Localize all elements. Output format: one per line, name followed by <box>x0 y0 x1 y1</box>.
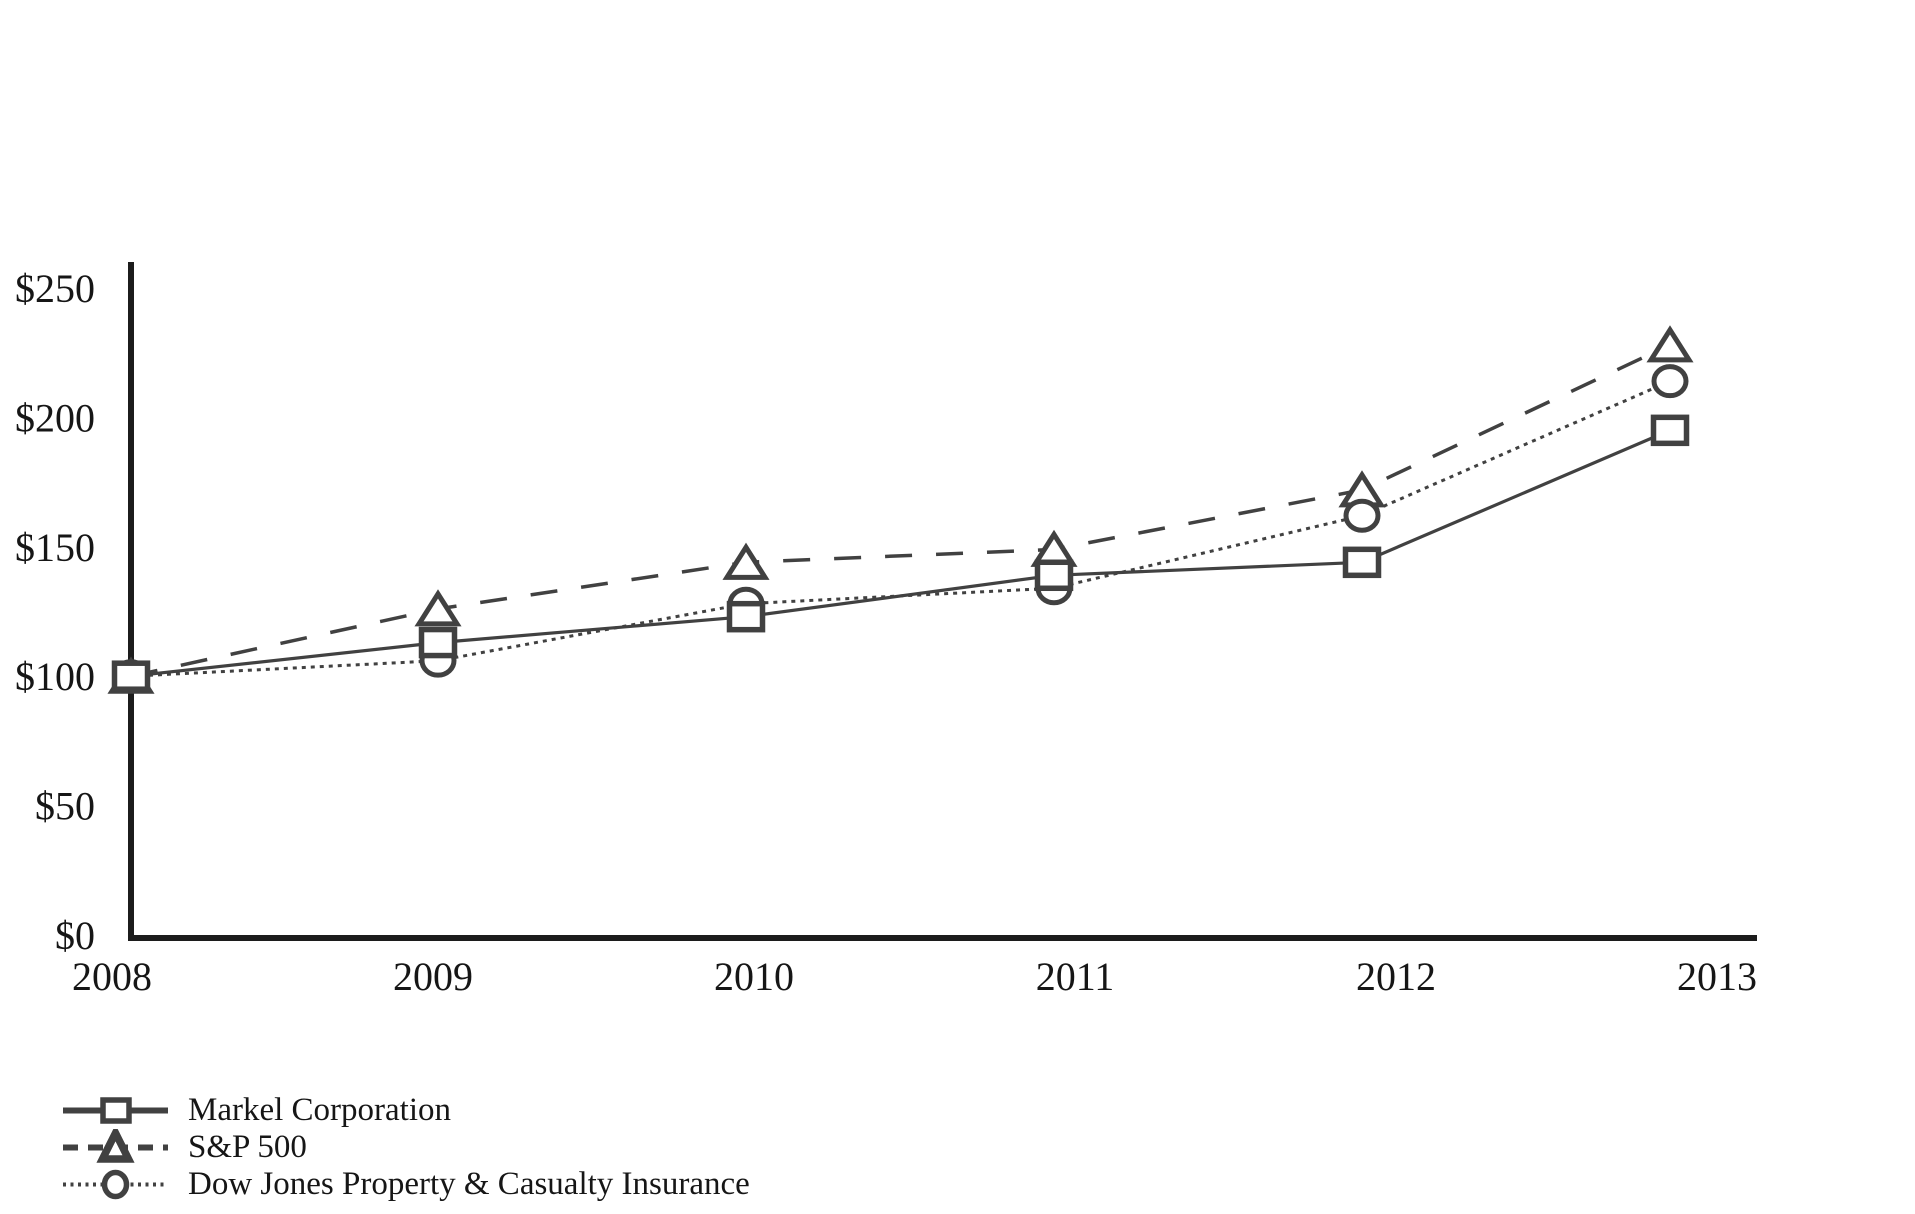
legend-swatch-dotted-circle-icon <box>63 1169 168 1200</box>
marker-square <box>418 626 458 659</box>
x-tick-label: 2012 <box>1356 954 1436 999</box>
y-tick-label: $0 <box>55 913 95 958</box>
series-line-dotted <box>130 379 1671 678</box>
legend-item-sp500: S&P 500 <box>63 1129 750 1166</box>
x-tick-label: 2009 <box>393 954 473 999</box>
y-tick-label: $200 <box>15 395 95 440</box>
marker-square <box>1650 414 1690 447</box>
legend-swatch-dashed-triangle-icon <box>63 1129 168 1163</box>
legend-label-dowjones-pc: Dow Jones Property & Casualty Insurance <box>188 1166 750 1202</box>
legend-item-markel: Markel Corporation <box>63 1092 750 1129</box>
x-tick-label: 2010 <box>714 954 794 999</box>
legend-label-sp500: S&P 500 <box>188 1129 307 1165</box>
series-line-solid <box>130 428 1671 678</box>
x-tick-label: 2013 <box>1677 954 1757 999</box>
y-tick-label: $250 <box>15 266 95 311</box>
marker-square <box>111 660 151 692</box>
legend-swatch-solid-square-icon <box>63 1097 168 1124</box>
marker-circle <box>1651 364 1689 399</box>
marker-triangle <box>414 589 462 627</box>
y-tick-label: $150 <box>15 525 95 570</box>
marker-square <box>726 600 766 633</box>
marker-square <box>1342 546 1382 579</box>
marker-circle <box>1343 498 1381 533</box>
marker-triangle <box>722 542 770 580</box>
y-tick-label: $50 <box>35 784 95 829</box>
chart-legend: Markel Corporation S&P 500 Dow Jones Pro… <box>63 1092 750 1203</box>
series-line-dashed <box>130 343 1671 678</box>
legend-label-markel: Markel Corporation <box>188 1092 452 1128</box>
x-tick-label: 2011 <box>1036 954 1115 999</box>
marker-triangle <box>1646 325 1694 363</box>
y-tick-label: $100 <box>15 654 95 699</box>
legend-item-dowjones-pc: Dow Jones Property & Casualty Insurance <box>63 1166 750 1203</box>
marker-square <box>1034 559 1074 592</box>
x-tick-label: 2008 <box>72 954 152 999</box>
